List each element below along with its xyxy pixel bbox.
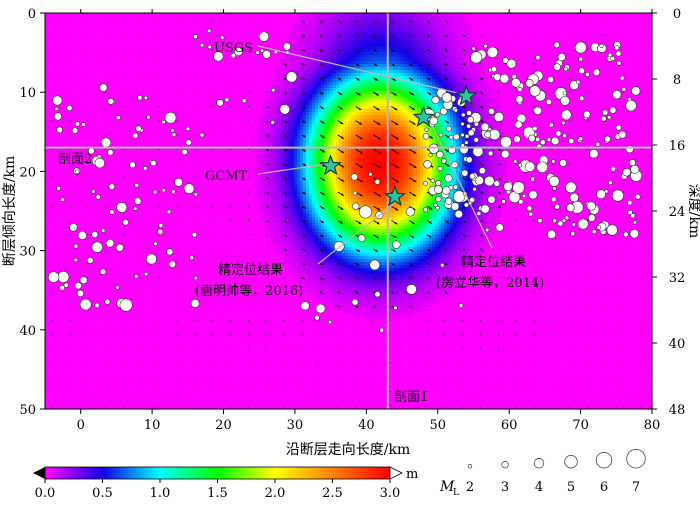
magnitude-legend-title: M [439, 479, 455, 495]
magnitude-legend-label: 2 [466, 480, 474, 495]
tang-label-line2: (唐明帅等，2016) [195, 283, 303, 299]
fang-label-line1: 精定位结果 [461, 255, 526, 270]
x-axis-title: 沿断层走向长度/km [286, 442, 410, 458]
colorbar-tick-label: 2.5 [322, 486, 343, 501]
magnitude-legend: ML 2 3 4 5 6 7 [439, 449, 646, 498]
colorbar-unit: m [406, 467, 418, 482]
gcmt-leader-line [257, 162, 334, 175]
magnitude-legend-circle [626, 449, 646, 469]
y-right-tick-label: 40 [669, 337, 686, 352]
magnitude-legend-circle [595, 452, 613, 469]
x-tick-label: 30 [287, 418, 304, 433]
y-axis-right: 0 8 16 24 32 40 48 [652, 7, 685, 418]
star-GCMT-icon [319, 154, 342, 176]
y-left-tick-label: 0 [28, 7, 36, 22]
magnitude-legend-label: 5 [567, 480, 575, 495]
x-tick-label: 50 [429, 418, 446, 433]
y-right-tick-label: 24 [669, 205, 686, 220]
colorbar-tick-label: 1.5 [207, 486, 228, 501]
magnitude-legend-circle [564, 455, 578, 469]
y-right-tick-label: 48 [669, 403, 686, 418]
y-right-tick-label: 32 [669, 271, 686, 286]
colorbar: 0.0 0.5 1.0 1.5 2.0 2.5 3.0 m [33, 466, 418, 501]
x-tick-label: 80 [644, 418, 661, 433]
slip-heatmap [255, 13, 508, 320]
gcmt-label: GCMT [205, 169, 248, 184]
magnitude-legend-label: 3 [501, 480, 509, 495]
colorbar-bar [44, 466, 391, 480]
colorbar-tick-label: 0.5 [92, 486, 113, 501]
usgs-label: USGS [214, 41, 253, 56]
annotation-labels: USGS GCMT 剖面2 剖面1 精定位结果 (唐明帅等，2016) 精定位结… [58, 41, 544, 405]
x-tick-label: 0 [77, 418, 85, 433]
colorbar-tick-label: 3.0 [380, 486, 401, 501]
x-tick-label: 70 [572, 418, 589, 433]
tang-label-line1: 精定位结果 [218, 263, 283, 278]
magnitude-legend-label: 6 [600, 480, 608, 495]
tang-leader-line [317, 201, 397, 265]
magnitude-legend-circle [467, 464, 473, 469]
x-axis: 0 10 20 30 40 50 60 70 80 [77, 9, 661, 433]
y-axis-left: 0 10 20 30 40 50 [19, 7, 45, 418]
y-right-tick-label: 0 [673, 7, 681, 22]
magnitude-legend-label: 4 [535, 480, 543, 495]
magnitude-legend-circle [533, 458, 545, 469]
colorbar-tick-label: 2.0 [265, 486, 286, 501]
y-right-tick-label: 16 [669, 139, 686, 154]
colorbar-tick-label: 0.0 [35, 486, 56, 501]
colorbar-over-arrow-icon [389, 466, 403, 480]
usgs-leader-line [257, 45, 467, 96]
y-left-tick-label: 10 [19, 86, 36, 101]
y-axis-left-title: 断层倾向长度/km [2, 156, 18, 266]
y-axis-right-title: 深度/km [686, 184, 700, 238]
epicenter-stars [319, 84, 478, 207]
x-tick-label: 20 [215, 418, 232, 433]
star-USGS-icon [455, 84, 478, 106]
x-tick-label: 60 [501, 418, 518, 433]
leader-lines [257, 45, 493, 265]
fang-label-line2: (房立华等，2014) [436, 275, 544, 291]
profile-lines [45, 13, 652, 409]
colorbar-under-arrow-icon [33, 467, 45, 479]
y-left-tick-label: 20 [19, 165, 36, 180]
profile1-label: 剖面1 [394, 390, 428, 405]
y-right-tick-label: 8 [673, 73, 681, 88]
y-left-tick-label: 30 [19, 245, 36, 260]
x-tick-label: 10 [144, 418, 161, 433]
profile2-label: 剖面2 [58, 152, 92, 167]
magnitude-legend-circle [501, 461, 509, 469]
star-fang-2014-icon [412, 105, 435, 127]
colorbar-tick-label: 1.0 [150, 486, 171, 501]
magnitude-legend-subscript: L [453, 488, 459, 498]
y-left-tick-label: 40 [19, 324, 36, 339]
x-tick-label: 40 [358, 418, 375, 433]
fang-leader-line [429, 121, 493, 249]
star-tang-2016-icon [383, 185, 407, 207]
y-left-tick-label: 50 [19, 403, 36, 418]
magnitude-legend-label: 7 [632, 480, 640, 495]
